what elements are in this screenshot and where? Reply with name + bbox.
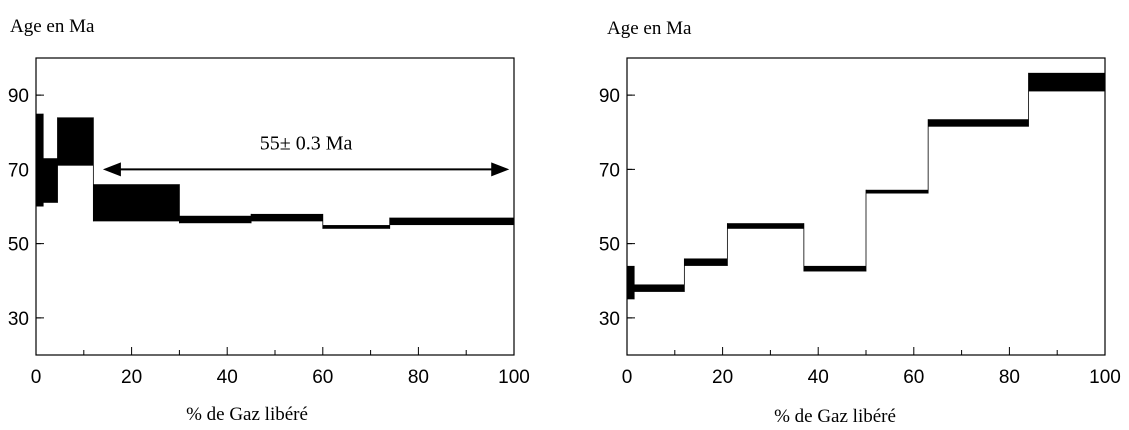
chart-right-step-2	[634, 284, 685, 292]
chart-right-ticks: 30 50 70 90 0 20 40 60 80 100	[599, 86, 1121, 388]
arrow-right-head	[491, 162, 510, 177]
chart-left-step-1	[36, 113, 44, 207]
chart-left: Age en Ma 30 50 70 90 0 20 40 60 80 100 55± 0.3 M…	[8, 16, 530, 425]
chart-right-ytick-label: 50	[599, 235, 620, 256]
chart-right-step-5	[803, 265, 866, 272]
chart-left-xtick-label: 40	[217, 367, 238, 388]
chart-right-xtick-label: 0	[622, 367, 633, 388]
chart-left-xtick-label: 0	[31, 367, 42, 388]
chart-left-annotation: 55± 0.3 Ma	[102, 132, 510, 177]
arrow-left-head	[102, 162, 121, 177]
chart-right-xtick-label: 80	[999, 367, 1020, 388]
chart-right-steps	[627, 72, 1105, 300]
chart-left-ytick-label: 90	[8, 86, 29, 107]
chart-left-step-8	[389, 217, 514, 226]
chart-right-ylabel: Age en Ma	[607, 18, 692, 39]
chart-left-step-6	[251, 213, 323, 222]
chart-right-ytick-label: 90	[599, 86, 620, 107]
chart-right-step-7	[928, 119, 1029, 127]
chart-right-step-1	[627, 265, 635, 300]
chart-left-ytick-label: 30	[8, 309, 29, 330]
chart-left-step-3	[57, 117, 94, 166]
chart-left-xtick-label: 80	[408, 367, 429, 388]
chart-left-steps	[36, 113, 514, 229]
chart-right-ytick-label: 30	[599, 309, 620, 330]
chart-left-xtick-label: 20	[121, 367, 142, 388]
chart-right: Age en Ma 30 50 70 90 0 20 40 60 80 100 % de Gaz …	[599, 18, 1121, 427]
chart-left-xlabel: % de Gaz libéré	[186, 404, 308, 425]
chart-right-xtick-label: 60	[903, 367, 924, 388]
chart-right-step-4	[727, 223, 804, 229]
chart-left-ticks: 30 50 70 90 0 20 40 60 80 100	[8, 86, 530, 388]
chart-right-step-3	[684, 258, 728, 266]
chart-left-ytick-label: 50	[8, 235, 29, 256]
chart-right-xlabel: % de Gaz libéré	[774, 406, 896, 427]
chart-left-step-4	[93, 184, 180, 222]
chart-right-xtick-label: 20	[712, 367, 733, 388]
plateau-age-label: 55± 0.3 Ma	[260, 132, 353, 154]
chart-left-step-2	[43, 158, 58, 203]
chart-right-xtick-label: 100	[1089, 367, 1121, 388]
chart-left-step-7	[322, 225, 390, 229]
chart-right-step-6	[866, 189, 929, 194]
chart-left-xtick-label: 100	[498, 367, 530, 388]
chart-left-ylabel: Age en Ma	[10, 16, 95, 37]
chart-left-xtick-label: 60	[312, 367, 333, 388]
chart-right-ytick-label: 70	[599, 160, 620, 181]
chart-right-xtick-label: 40	[808, 367, 829, 388]
chart-right-step-8	[1028, 72, 1105, 92]
chart-left-ytick-label: 70	[8, 160, 29, 181]
chart-left-step-5	[179, 215, 252, 224]
